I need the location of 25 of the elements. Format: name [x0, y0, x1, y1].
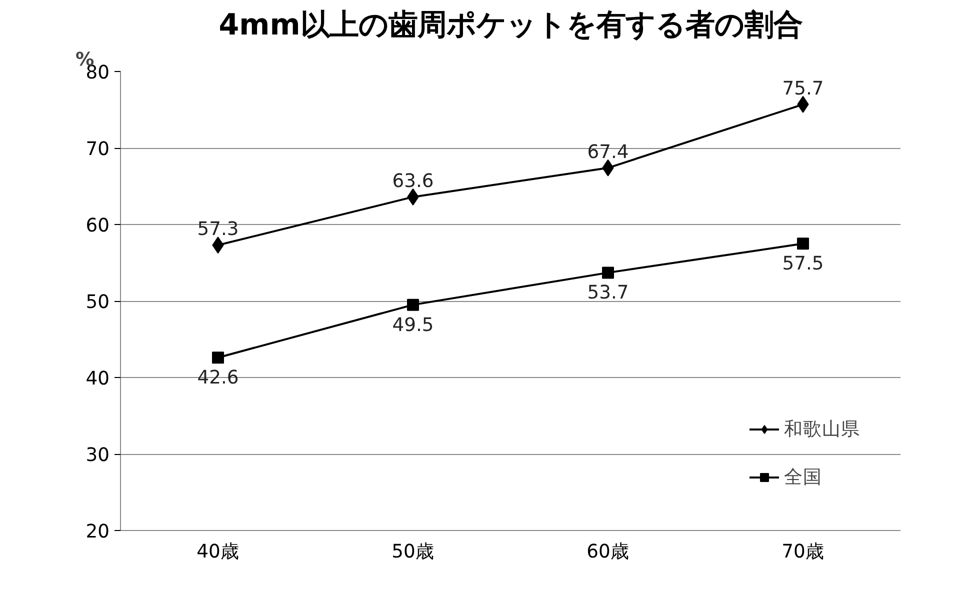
data-label: 57.5 [782, 254, 824, 275]
data-label: 75.7 [782, 78, 824, 100]
x-tick-label: 70歳 [782, 542, 824, 562]
x-tick-label: 60歳 [586, 542, 630, 562]
legend-label: 和歌山県 [784, 418, 860, 442]
point [797, 238, 809, 250]
data-label: 63.6 [392, 170, 434, 192]
x-tick-label: 50歳 [392, 542, 434, 562]
data-label: 53.7 [587, 282, 629, 304]
y-tick-label: 20 [86, 522, 110, 542]
point [212, 352, 224, 364]
point [602, 266, 614, 279]
y-tick-label: 50 [86, 292, 110, 313]
chart-title: 4mm以上の歯周ポケットを有する者の割合 [218, 8, 802, 42]
y-tick-label: 30 [86, 445, 110, 466]
data-label: 57.3 [197, 219, 239, 240]
data-label: 42.6 [197, 368, 239, 389]
y-tick-label: 40 [86, 368, 110, 390]
data-label: 49.5 [392, 314, 434, 336]
data-label: 67.4 [587, 142, 629, 163]
point [407, 298, 419, 311]
y-tick-label: 70 [86, 139, 110, 160]
legend-label: 全国 [784, 466, 822, 490]
y-tick-label: 60 [86, 216, 110, 236]
x-tick-label: 40歳 [196, 542, 240, 562]
